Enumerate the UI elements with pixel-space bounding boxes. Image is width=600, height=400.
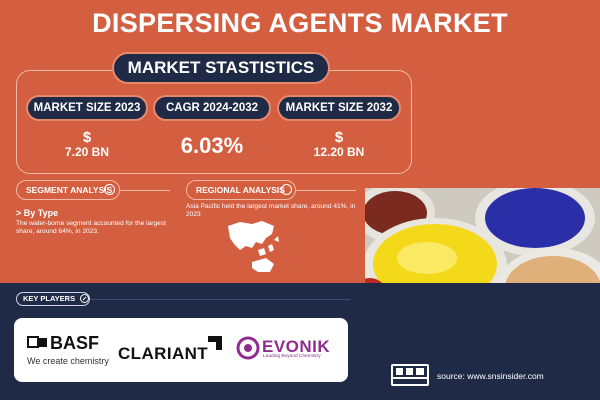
segment-description: The water-borne segment accounted for th… <box>16 220 166 235</box>
asia-map-icon <box>228 221 279 272</box>
regional-description: Asia Pacific held the largest market sha… <box>186 203 356 218</box>
clariant-logo-mark <box>208 336 222 350</box>
stats-header: MARKET STASTISTICS <box>112 52 330 84</box>
key-players-label: KEY PLAYERS <box>16 292 90 306</box>
key-players-text: KEY PLAYERS <box>23 294 76 303</box>
segment-divider <box>120 190 170 191</box>
sns-insider-logo <box>391 364 429 386</box>
basf-tagline: We create chemistry <box>27 356 109 366</box>
market-size-2032-currency: $ <box>334 129 344 146</box>
basf-logo-mark-fill <box>38 338 47 347</box>
key-players-divider <box>90 299 350 300</box>
basf-logo: BASF <box>50 333 99 353</box>
evonik-logo-mark <box>236 336 260 360</box>
regional-analysis-text: REGIONAL ANALYSIS <box>196 185 285 195</box>
globe-icon <box>104 184 115 195</box>
cagr-value: 6.03% <box>180 133 244 158</box>
segment-heading: > By Type <box>16 208 59 218</box>
regional-analysis-label: REGIONAL ANALYSIS <box>186 180 296 200</box>
market-size-2032-value: $ 12.20 BN <box>277 130 401 159</box>
segment-analysis-label: SEGMENT ANALYSIS <box>16 180 120 200</box>
globe-icon <box>281 184 292 195</box>
evonik-tagline: Leading Beyond Chemistry <box>263 354 321 359</box>
market-size-2023-pill: MARKET SIZE 2023 <box>26 95 148 121</box>
source-text: source: www.snsinsider.com <box>437 371 544 381</box>
clariant-logo: CLARIANT <box>118 344 209 363</box>
market-size-2032-amount: 12.20 BN <box>313 145 365 159</box>
market-size-2032-pill: MARKET SIZE 2032 <box>277 95 401 121</box>
page-title: DISPERSING AGENTS MARKET <box>92 8 508 38</box>
market-size-2023-currency: $ <box>82 129 92 146</box>
evonik-logo: EVONIK <box>262 337 331 356</box>
regional-divider <box>296 190 356 191</box>
key-icon <box>80 294 89 303</box>
cagr-pill: CAGR 2024-2032 <box>153 95 271 121</box>
market-size-2023-value: $ 7.20 BN <box>26 130 148 159</box>
logo-card <box>14 318 348 382</box>
segment-analysis-text: SEGMENT ANALYSIS <box>26 185 113 195</box>
market-size-2023-amount: 7.20 BN <box>64 145 110 159</box>
